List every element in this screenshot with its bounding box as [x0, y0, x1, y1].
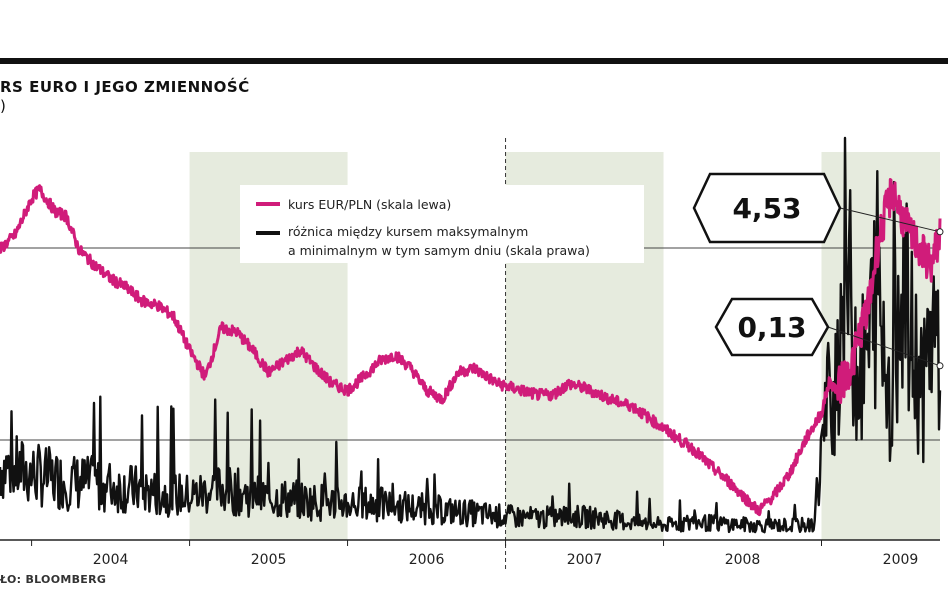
x-tick-label-2008: 2008	[725, 552, 761, 568]
callout-box-0	[692, 172, 842, 244]
callout-dot-1	[936, 362, 944, 370]
chart-subtitle: )	[0, 97, 6, 115]
callout-value-0: 4,53	[732, 192, 801, 225]
callout-value-1: 0,13	[737, 311, 806, 344]
x-tick-label-2005: 2005	[251, 552, 287, 568]
source-note: ŁO: BLOOMBERG	[0, 573, 107, 586]
x-tick-label-2006: 2006	[409, 552, 445, 568]
callout-leader-1	[827, 326, 941, 367]
callout-leader-0	[839, 207, 941, 233]
x-tick-label-2004: 2004	[93, 552, 129, 568]
x-tick-label-2009: 2009	[883, 552, 919, 568]
legend: kurs EUR/PLN (skala lewa) różnica między …	[240, 185, 644, 263]
callout-dot-0	[936, 228, 944, 236]
callouts: 4,53 0,13	[692, 172, 944, 370]
spread-line	[0, 136, 942, 534]
eurpln-series	[0, 178, 942, 517]
x-axis: 2004 2005 2006 2007 2008 2009	[0, 539, 940, 568]
callout-box-1	[714, 297, 830, 357]
legend-label-spread-2: a minimalnym w tym samym dniu (skala pra…	[288, 243, 590, 258]
x-tick-label-2007: 2007	[567, 552, 603, 568]
legend-box	[240, 185, 644, 263]
eurpln-line	[0, 178, 942, 517]
top-rule	[0, 58, 948, 64]
legend-label-spread-1: różnica między kursem maksymalnym	[288, 224, 528, 239]
chart-title: RS EURO I JEGO ZMIENNOŚĆ	[0, 78, 250, 96]
legend-label-eurpln: kurs EUR/PLN (skala lewa)	[288, 197, 451, 212]
spread-series	[0, 136, 942, 534]
